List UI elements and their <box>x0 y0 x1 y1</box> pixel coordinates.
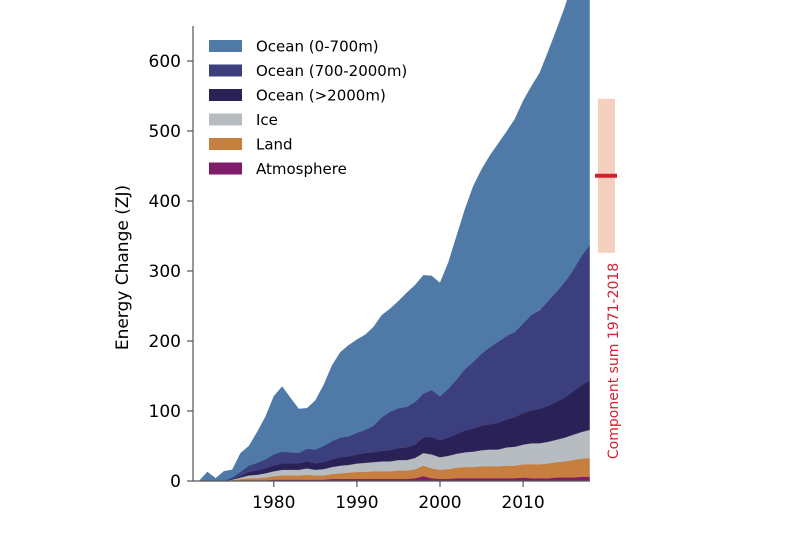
y-tick-label: 0 <box>170 472 181 492</box>
legend-label: Ocean (0-700m) <box>256 38 379 56</box>
legend-label: Land <box>256 136 293 154</box>
legend-item-ice: Ice <box>209 111 278 129</box>
legend-swatch <box>209 40 242 52</box>
y-tick-label: 100 <box>149 402 181 422</box>
stacked-areas <box>198 0 590 482</box>
legend-label: Ocean (700-2000m) <box>256 62 407 80</box>
legend-item-atmosphere: Atmosphere <box>209 160 347 178</box>
x-tick-label: 1990 <box>335 493 378 513</box>
axes: 0 100 200 300 400 500 600 1980 1990 2000 2010 Ene… <box>113 26 590 513</box>
y-tick-label: 400 <box>149 192 181 212</box>
y-tick-label: 300 <box>149 262 181 282</box>
legend-item-land: Land <box>209 136 293 154</box>
legend-swatch <box>209 113 242 126</box>
component-sum-annotation: Component sum 1971-2018 <box>595 98 622 459</box>
legend: Ocean (0-700m) Ocean (700-2000m) Ocean (>2… <box>209 38 407 178</box>
y-tick-label: 200 <box>149 332 181 352</box>
legend-item-ocean-2000m: Ocean (>2000m) <box>209 87 386 105</box>
legend-swatch <box>209 89 242 101</box>
legend-label: Atmosphere <box>256 160 347 178</box>
component-sum-label: Component sum 1971-2018 <box>606 263 622 459</box>
area-ocean-0-700m <box>198 0 590 482</box>
x-tick-label: 2000 <box>418 493 461 513</box>
legend-label: Ocean (>2000m) <box>256 87 386 105</box>
legend-label: Ice <box>256 111 278 129</box>
legend-item-ocean-0-700m: Ocean (0-700m) <box>209 38 379 56</box>
y-ticks: 0 100 200 300 400 500 600 <box>149 52 193 492</box>
y-axis-label: Energy Change (ZJ) <box>113 185 133 350</box>
legend-swatch <box>209 138 242 150</box>
x-tick-label: 2010 <box>501 493 544 513</box>
legend-item-ocean-700-2000m: Ocean (700-2000m) <box>209 62 407 80</box>
legend-swatch <box>209 162 242 175</box>
y-tick-label: 600 <box>149 52 181 72</box>
x-ticks: 1980 1990 2000 2010 <box>252 481 545 513</box>
legend-swatch <box>209 64 242 77</box>
y-tick-label: 500 <box>149 122 181 142</box>
x-tick-label: 1980 <box>252 493 295 513</box>
